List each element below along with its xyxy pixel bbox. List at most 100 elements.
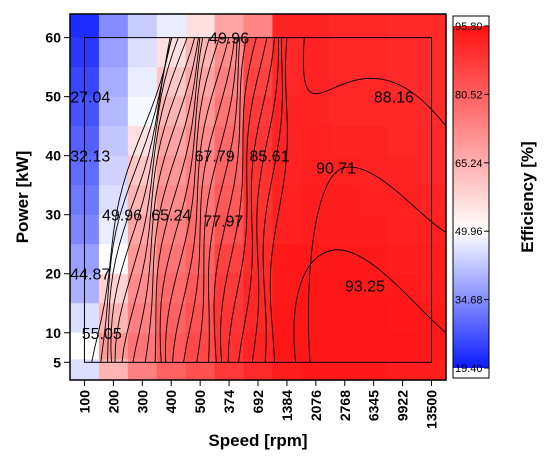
colorbar-tick-label: 19.40 bbox=[455, 363, 483, 375]
heatmap-cell bbox=[156, 185, 187, 216]
heatmap-cell bbox=[301, 273, 331, 304]
colorbar-tick-label: 65.24 bbox=[455, 158, 483, 170]
contour-label: 90.71 bbox=[316, 160, 356, 177]
contour-line bbox=[159, 37, 210, 363]
contour-line bbox=[293, 249, 447, 363]
heatmap-cell bbox=[156, 96, 187, 127]
contour-line bbox=[172, 37, 230, 363]
contour-line bbox=[220, 37, 257, 363]
heatmap-cell bbox=[185, 14, 216, 39]
heatmap-cell bbox=[359, 332, 389, 360]
heatmap-cell bbox=[388, 126, 418, 157]
x-tick-label: 374 bbox=[221, 390, 237, 414]
heatmap-cell bbox=[272, 244, 302, 275]
heatmap-cell bbox=[388, 214, 418, 245]
x-tick-label: 9922 bbox=[395, 390, 411, 421]
contour-line bbox=[213, 37, 247, 363]
heatmap-cell bbox=[330, 303, 360, 334]
heatmap-cell bbox=[272, 37, 302, 68]
heatmap-cell bbox=[156, 126, 187, 157]
heatmap-cell bbox=[359, 67, 389, 98]
heatmap-cell bbox=[330, 359, 360, 381]
contour-line bbox=[183, 37, 236, 363]
heatmap-cell bbox=[156, 14, 187, 39]
heatmap-cell bbox=[156, 155, 187, 186]
colorbar-frame bbox=[452, 15, 490, 379]
heatmap-cell bbox=[388, 96, 418, 127]
x-tick-label: 100 bbox=[76, 390, 92, 414]
heatmap-cell bbox=[272, 185, 302, 216]
contour-line bbox=[164, 37, 220, 363]
heatmap-cell bbox=[359, 303, 389, 334]
colorbar-tick-label: 34.68 bbox=[455, 295, 483, 307]
heatmap-cell bbox=[214, 244, 245, 275]
heatmap-cell bbox=[388, 273, 418, 304]
heatmap-cell bbox=[359, 126, 389, 157]
heatmap-cell bbox=[185, 303, 216, 334]
contour-label: 27.04 bbox=[70, 90, 110, 107]
x-axis-label: Speed [rpm] bbox=[208, 431, 307, 450]
contour-line bbox=[154, 37, 204, 363]
heatmap-cell bbox=[417, 14, 447, 39]
heatmap-cell bbox=[243, 332, 274, 360]
heatmap-cell bbox=[272, 303, 302, 334]
heatmap-cell bbox=[330, 96, 360, 127]
colorbar-cap-top bbox=[453, 16, 489, 26]
contour-line bbox=[132, 37, 199, 363]
contour-line bbox=[238, 37, 275, 363]
heatmap-cell bbox=[185, 359, 216, 381]
heatmap-cell bbox=[214, 155, 245, 186]
heatmap-cell bbox=[98, 67, 129, 98]
heatmap-cell bbox=[301, 244, 331, 275]
heatmap-cell bbox=[330, 126, 360, 157]
contour-line bbox=[121, 37, 196, 363]
heatmap-cell bbox=[214, 185, 245, 216]
contour-label: 32.13 bbox=[70, 149, 110, 166]
heatmap-cell bbox=[330, 244, 360, 275]
heatmap-cell bbox=[156, 332, 187, 360]
heatmap-cell bbox=[70, 359, 100, 381]
heatmap-cell bbox=[214, 67, 245, 98]
contour-line bbox=[208, 37, 241, 363]
heatmap-cell bbox=[272, 332, 302, 360]
contour-label: 65.24 bbox=[151, 208, 191, 225]
contour-label: 77.97 bbox=[203, 214, 243, 231]
heatmap-cell bbox=[330, 67, 360, 98]
heatmap-cell bbox=[359, 96, 389, 127]
contour-label: 49.96 bbox=[102, 208, 142, 225]
heatmap-cell bbox=[301, 155, 331, 186]
heatmap-cell bbox=[127, 37, 158, 68]
heatmap-cell bbox=[272, 359, 302, 381]
heatmap-cell bbox=[156, 359, 187, 381]
heatmap-cell bbox=[98, 14, 129, 39]
heatmap-cell bbox=[272, 155, 302, 186]
contour-line bbox=[262, 37, 283, 363]
heatmap-cell bbox=[359, 273, 389, 304]
heatmap-cell bbox=[359, 214, 389, 245]
contour-label: 49.96 bbox=[209, 31, 249, 48]
contour-label: 85.61 bbox=[250, 149, 290, 166]
heatmap-cell bbox=[301, 126, 331, 157]
heatmap-cell bbox=[272, 273, 302, 304]
contour-label: 44.87 bbox=[70, 267, 110, 284]
contour-line bbox=[144, 37, 201, 363]
heatmap-cell bbox=[388, 14, 418, 39]
y-tick-label: 10 bbox=[45, 325, 61, 341]
contour-label: 55.05 bbox=[82, 326, 122, 343]
heatmap-cell bbox=[301, 96, 331, 127]
contour-label: 88.16 bbox=[374, 90, 414, 107]
heatmap-cell bbox=[243, 96, 274, 127]
x-tick-label: 400 bbox=[163, 390, 179, 414]
heatmap-cell bbox=[98, 359, 129, 381]
heatmap-cell bbox=[330, 37, 360, 68]
heatmap-cell bbox=[98, 126, 129, 157]
contour-line bbox=[303, 37, 447, 127]
heatmap-cell bbox=[388, 303, 418, 334]
heatmap-cell bbox=[359, 14, 389, 39]
x-tick-label: 500 bbox=[192, 390, 208, 414]
colorbar-gradient bbox=[453, 26, 489, 368]
contour-line bbox=[107, 37, 173, 363]
heatmap-cell bbox=[301, 37, 331, 68]
